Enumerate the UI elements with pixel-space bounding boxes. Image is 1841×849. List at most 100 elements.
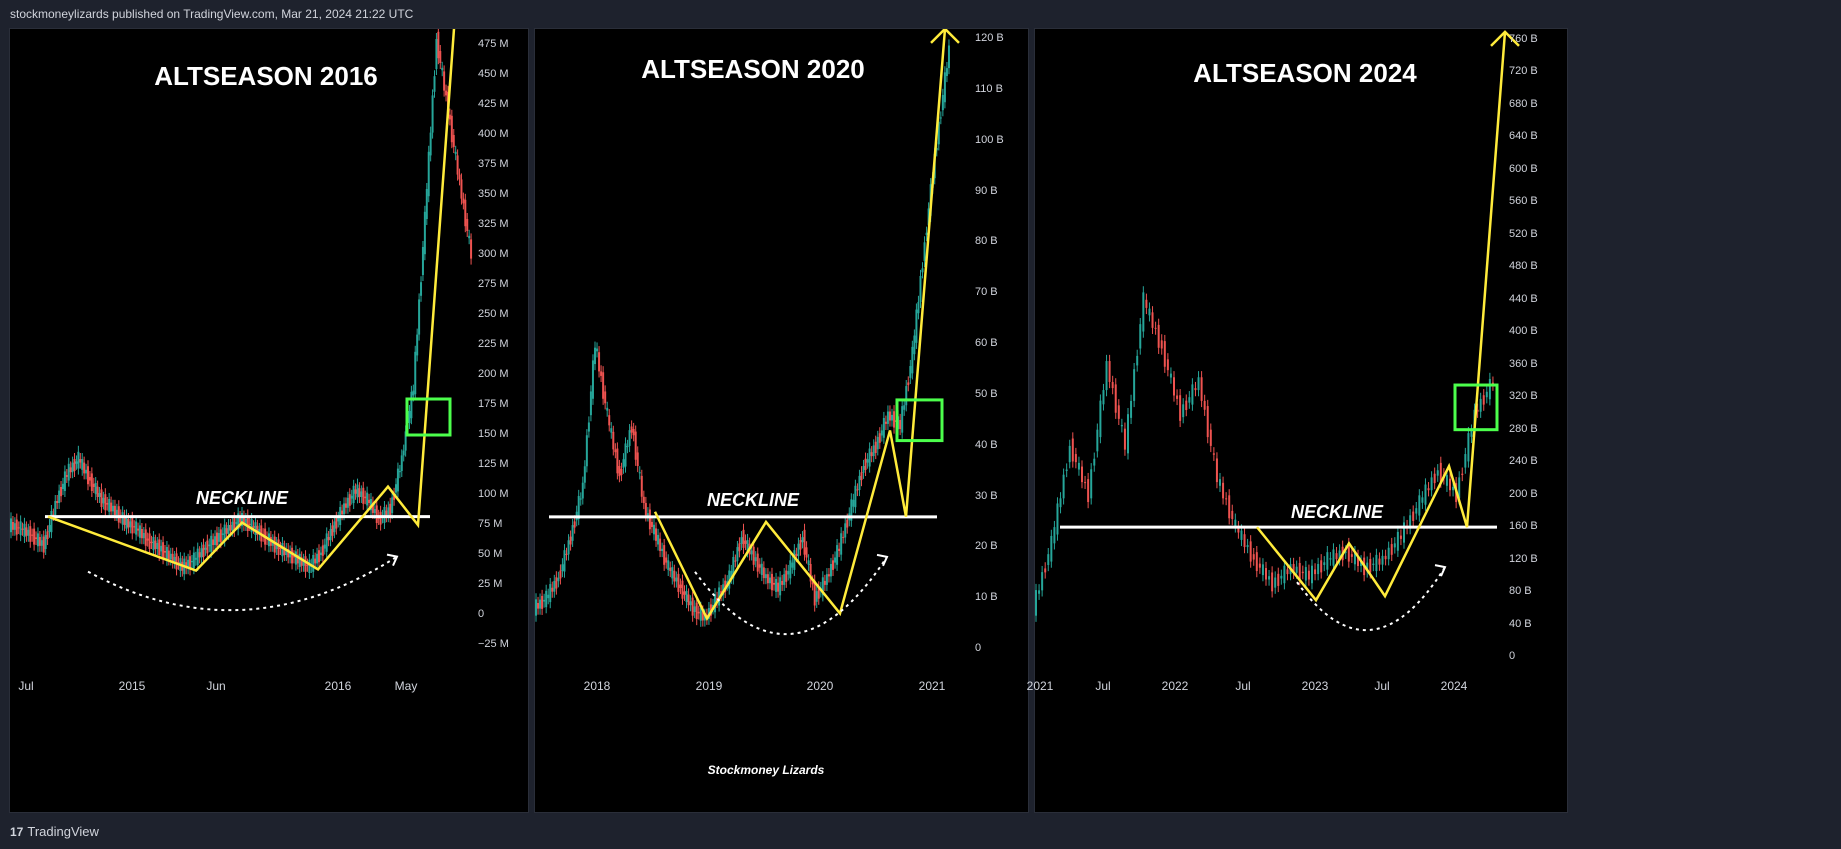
candle-body — [416, 334, 419, 356]
candle-body — [291, 547, 294, 564]
candle-body — [567, 540, 570, 555]
candle-body — [29, 526, 32, 542]
candle-body — [766, 574, 769, 584]
candle-body — [935, 147, 938, 151]
rounding-bottom-arc — [1296, 566, 1446, 631]
candle-body — [1298, 562, 1301, 580]
candle-body — [125, 515, 128, 529]
candle-body — [1255, 552, 1258, 572]
candle-body — [825, 574, 828, 585]
candle-body — [335, 517, 338, 529]
candle-body — [807, 560, 810, 565]
candle-body — [312, 555, 315, 572]
chart-title: ALTSEASON 2016 — [154, 61, 378, 91]
candle-body — [669, 567, 672, 572]
candle-body — [907, 382, 910, 386]
y-tick-label: 150 M — [478, 428, 509, 440]
candle-body — [281, 543, 284, 557]
candle-body — [1369, 558, 1372, 573]
candle-body — [736, 547, 739, 562]
candle-body — [701, 611, 704, 621]
candle-body — [770, 573, 773, 591]
candle-body — [1283, 565, 1286, 584]
candle-body — [98, 493, 101, 497]
candle-body — [874, 441, 877, 453]
candle-body — [675, 577, 678, 582]
candle-body — [569, 536, 572, 545]
candle-body — [1307, 570, 1310, 580]
candle-body — [644, 503, 647, 516]
y-tick-label: 680 B — [1509, 97, 1538, 110]
candle-body — [1041, 572, 1044, 591]
candle-body — [1169, 373, 1172, 378]
candle-body — [787, 571, 790, 575]
candle-body — [229, 525, 232, 531]
x-tick-label: 2015 — [118, 679, 146, 693]
y-tick-label: 120 B — [975, 32, 1004, 44]
rounding-bottom-arc — [87, 555, 398, 612]
candle-body — [1286, 569, 1289, 575]
candle-body — [917, 301, 920, 314]
candle-body — [154, 540, 157, 549]
candle-body — [1421, 497, 1424, 503]
candle-body — [693, 606, 696, 612]
candle-body — [663, 545, 666, 565]
tradingview-footer[interactable]: 17 TradingView — [10, 824, 99, 839]
breakout-box — [1453, 383, 1499, 432]
candle-body — [156, 543, 159, 549]
candle-body — [667, 560, 670, 570]
candle-body — [252, 526, 255, 528]
candle-body — [391, 497, 394, 513]
candle-body — [1268, 576, 1271, 580]
candle-body — [327, 537, 330, 541]
candle-body — [383, 507, 386, 523]
candle-body — [279, 547, 282, 549]
candle-body — [1430, 477, 1433, 491]
candle-body — [738, 543, 741, 552]
candle-body — [94, 483, 97, 495]
candle-body — [441, 67, 444, 71]
candle-body — [565, 553, 568, 555]
candle-body — [1050, 535, 1053, 562]
candle-body — [300, 557, 303, 566]
chart-title: ALTSEASON 2020 — [641, 54, 865, 84]
candle-body — [158, 539, 161, 555]
candle-body — [25, 527, 28, 536]
candle-body — [221, 533, 224, 535]
candle-body — [1108, 361, 1111, 382]
candle-body — [58, 490, 61, 503]
candle-body — [448, 114, 451, 120]
candle-body — [439, 51, 442, 63]
candle-body — [314, 558, 317, 564]
y-tick-label: 300 M — [478, 248, 509, 260]
candle-body — [187, 559, 190, 569]
candle-body — [1047, 554, 1050, 565]
candle-body — [691, 597, 694, 616]
candle-body — [1476, 409, 1479, 412]
candle-body — [535, 599, 537, 616]
candle-body — [614, 449, 617, 453]
candle-body — [206, 540, 209, 554]
candle-body — [1360, 561, 1363, 566]
candle-body — [947, 45, 950, 69]
y-tick-label: 80 B — [975, 235, 998, 248]
candle-body — [789, 560, 792, 579]
candle-body — [634, 431, 637, 460]
candle-body — [402, 450, 405, 456]
candle-body — [1304, 567, 1307, 581]
candle-body — [821, 577, 824, 596]
candle-body — [302, 559, 305, 566]
candle-body — [1182, 404, 1185, 418]
arrow-icon — [1490, 30, 1520, 47]
x-tick-label: 2021 — [1026, 679, 1054, 693]
candle-body — [1225, 498, 1228, 500]
candle-body — [1265, 568, 1267, 580]
candle-body — [239, 517, 242, 523]
candle-body — [1301, 571, 1304, 574]
candle-body — [140, 529, 143, 539]
pattern-zigzag — [47, 29, 456, 573]
candle-body — [135, 521, 138, 535]
arc-arrow-icon — [1434, 564, 1447, 577]
candle-body — [285, 549, 288, 555]
y-tick-label: 175 M — [478, 398, 509, 410]
